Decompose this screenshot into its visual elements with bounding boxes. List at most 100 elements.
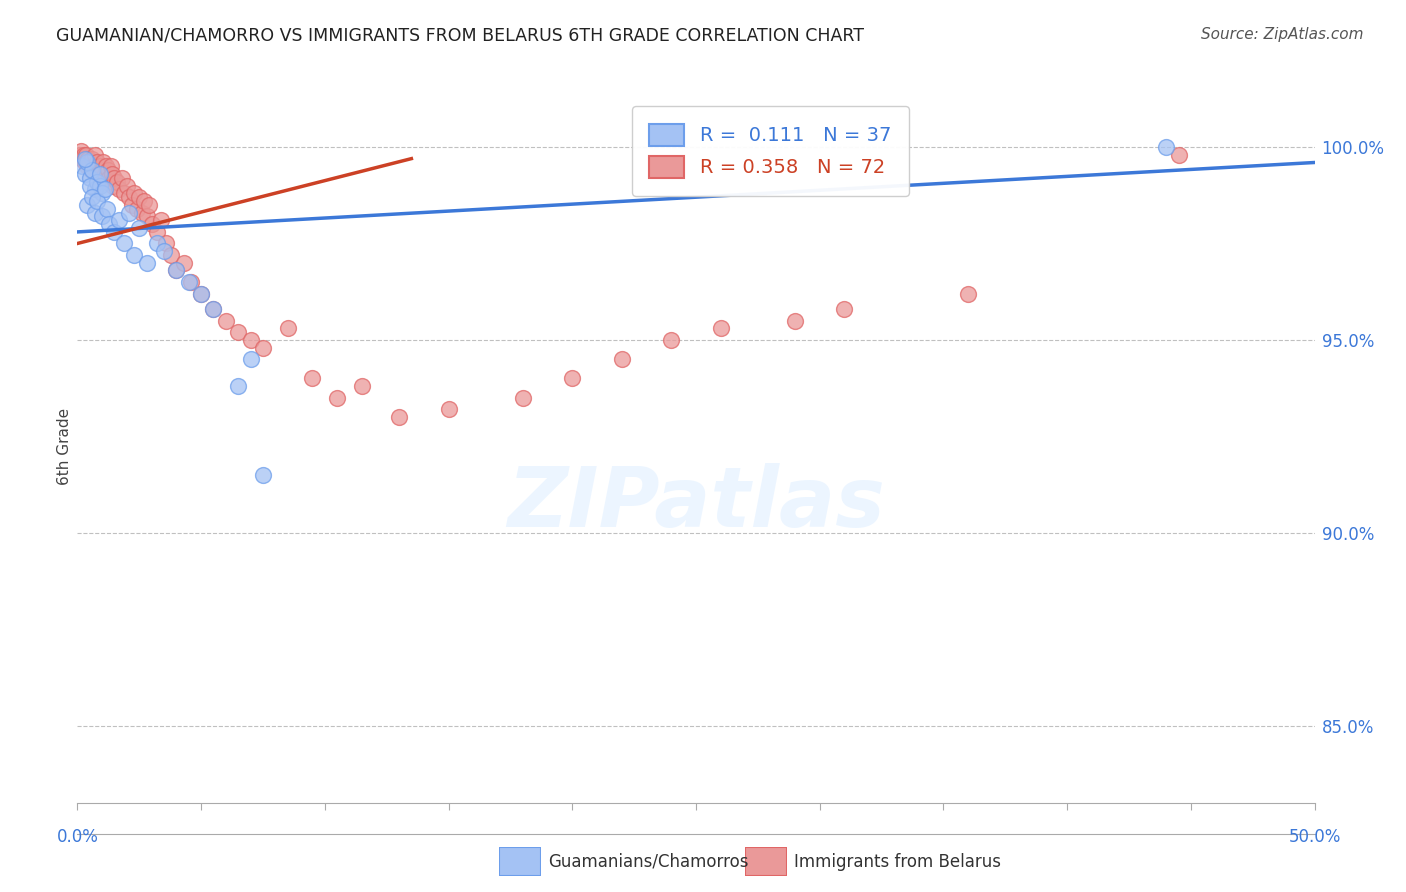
Point <box>76 155 98 169</box>
Point <box>135 256 157 270</box>
Point <box>202 301 225 316</box>
Text: 50.0%: 50.0% <box>1288 828 1341 846</box>
Point <box>710 321 733 335</box>
Point <box>83 182 105 196</box>
Point <box>145 225 167 239</box>
Point <box>93 182 115 196</box>
Point <box>79 178 101 193</box>
Point <box>155 236 177 251</box>
Point <box>103 178 125 193</box>
Point <box>957 286 980 301</box>
Point <box>301 371 323 385</box>
Point <box>101 167 124 181</box>
Point <box>350 379 373 393</box>
Point <box>125 202 148 216</box>
Point <box>70 144 93 158</box>
Point <box>79 170 101 185</box>
Point <box>512 391 534 405</box>
Point <box>83 205 105 219</box>
Point <box>87 167 110 181</box>
Point <box>659 333 682 347</box>
Y-axis label: 6th Grade: 6th Grade <box>56 408 72 484</box>
Point <box>108 182 131 196</box>
Point <box>69 148 91 162</box>
Point <box>561 371 583 385</box>
Point <box>239 333 262 347</box>
Point <box>108 213 131 227</box>
Point <box>73 152 96 166</box>
Point <box>79 155 101 169</box>
Point <box>72 159 94 173</box>
Point <box>190 286 212 301</box>
Point <box>97 163 120 178</box>
Point <box>98 170 121 185</box>
Point <box>150 213 173 227</box>
Point <box>91 163 114 178</box>
Point <box>93 167 115 181</box>
Point <box>121 198 143 212</box>
Point <box>82 163 104 178</box>
Point <box>112 236 135 251</box>
Point <box>128 190 150 204</box>
Point <box>239 352 262 367</box>
Point <box>86 155 108 169</box>
Text: Immigrants from Belarus: Immigrants from Belarus <box>794 853 1001 871</box>
Point <box>122 186 145 201</box>
Point <box>103 170 125 185</box>
Point <box>138 198 160 212</box>
Legend: R =  0.111   N = 37, R = 0.358   N = 72: R = 0.111 N = 37, R = 0.358 N = 72 <box>631 106 908 195</box>
Point <box>1167 148 1189 162</box>
Point <box>115 178 138 193</box>
Text: 0.0%: 0.0% <box>56 828 98 846</box>
Point <box>72 152 94 166</box>
Point <box>91 186 114 201</box>
Point <box>145 236 167 251</box>
Point <box>783 313 806 327</box>
Point <box>173 256 195 270</box>
Point <box>165 263 187 277</box>
Point <box>141 217 163 231</box>
Point <box>94 159 117 173</box>
Point <box>80 163 103 178</box>
Text: ZIPatlas: ZIPatlas <box>508 463 884 543</box>
Point <box>326 391 349 405</box>
Point <box>437 402 460 417</box>
Point <box>82 152 104 166</box>
Point <box>103 225 125 239</box>
Point <box>190 286 212 301</box>
Point <box>277 321 299 335</box>
Point <box>215 313 238 327</box>
Point <box>86 194 108 208</box>
Point <box>105 175 128 189</box>
Point <box>111 170 134 185</box>
Point <box>1154 140 1177 154</box>
Point <box>128 221 150 235</box>
Point <box>180 275 202 289</box>
Point <box>84 163 107 178</box>
Point <box>96 202 118 216</box>
Point <box>75 148 97 162</box>
Point <box>202 301 225 316</box>
Point <box>252 341 274 355</box>
Point <box>73 155 96 169</box>
Point <box>83 148 105 162</box>
Point <box>86 175 108 189</box>
Point <box>177 275 200 289</box>
Point <box>91 155 114 169</box>
Point <box>226 379 249 393</box>
Point <box>100 159 122 173</box>
Point <box>388 410 411 425</box>
Point <box>134 194 156 208</box>
Point <box>252 467 274 482</box>
Text: Source: ZipAtlas.com: Source: ZipAtlas.com <box>1201 27 1364 42</box>
Point <box>82 159 104 173</box>
Point <box>122 248 145 262</box>
Point <box>77 152 100 166</box>
Point <box>96 175 118 189</box>
Point <box>226 325 249 339</box>
Point <box>89 178 111 193</box>
Point <box>118 190 141 204</box>
Point <box>73 167 96 181</box>
Point <box>72 148 94 162</box>
Point <box>98 217 121 231</box>
